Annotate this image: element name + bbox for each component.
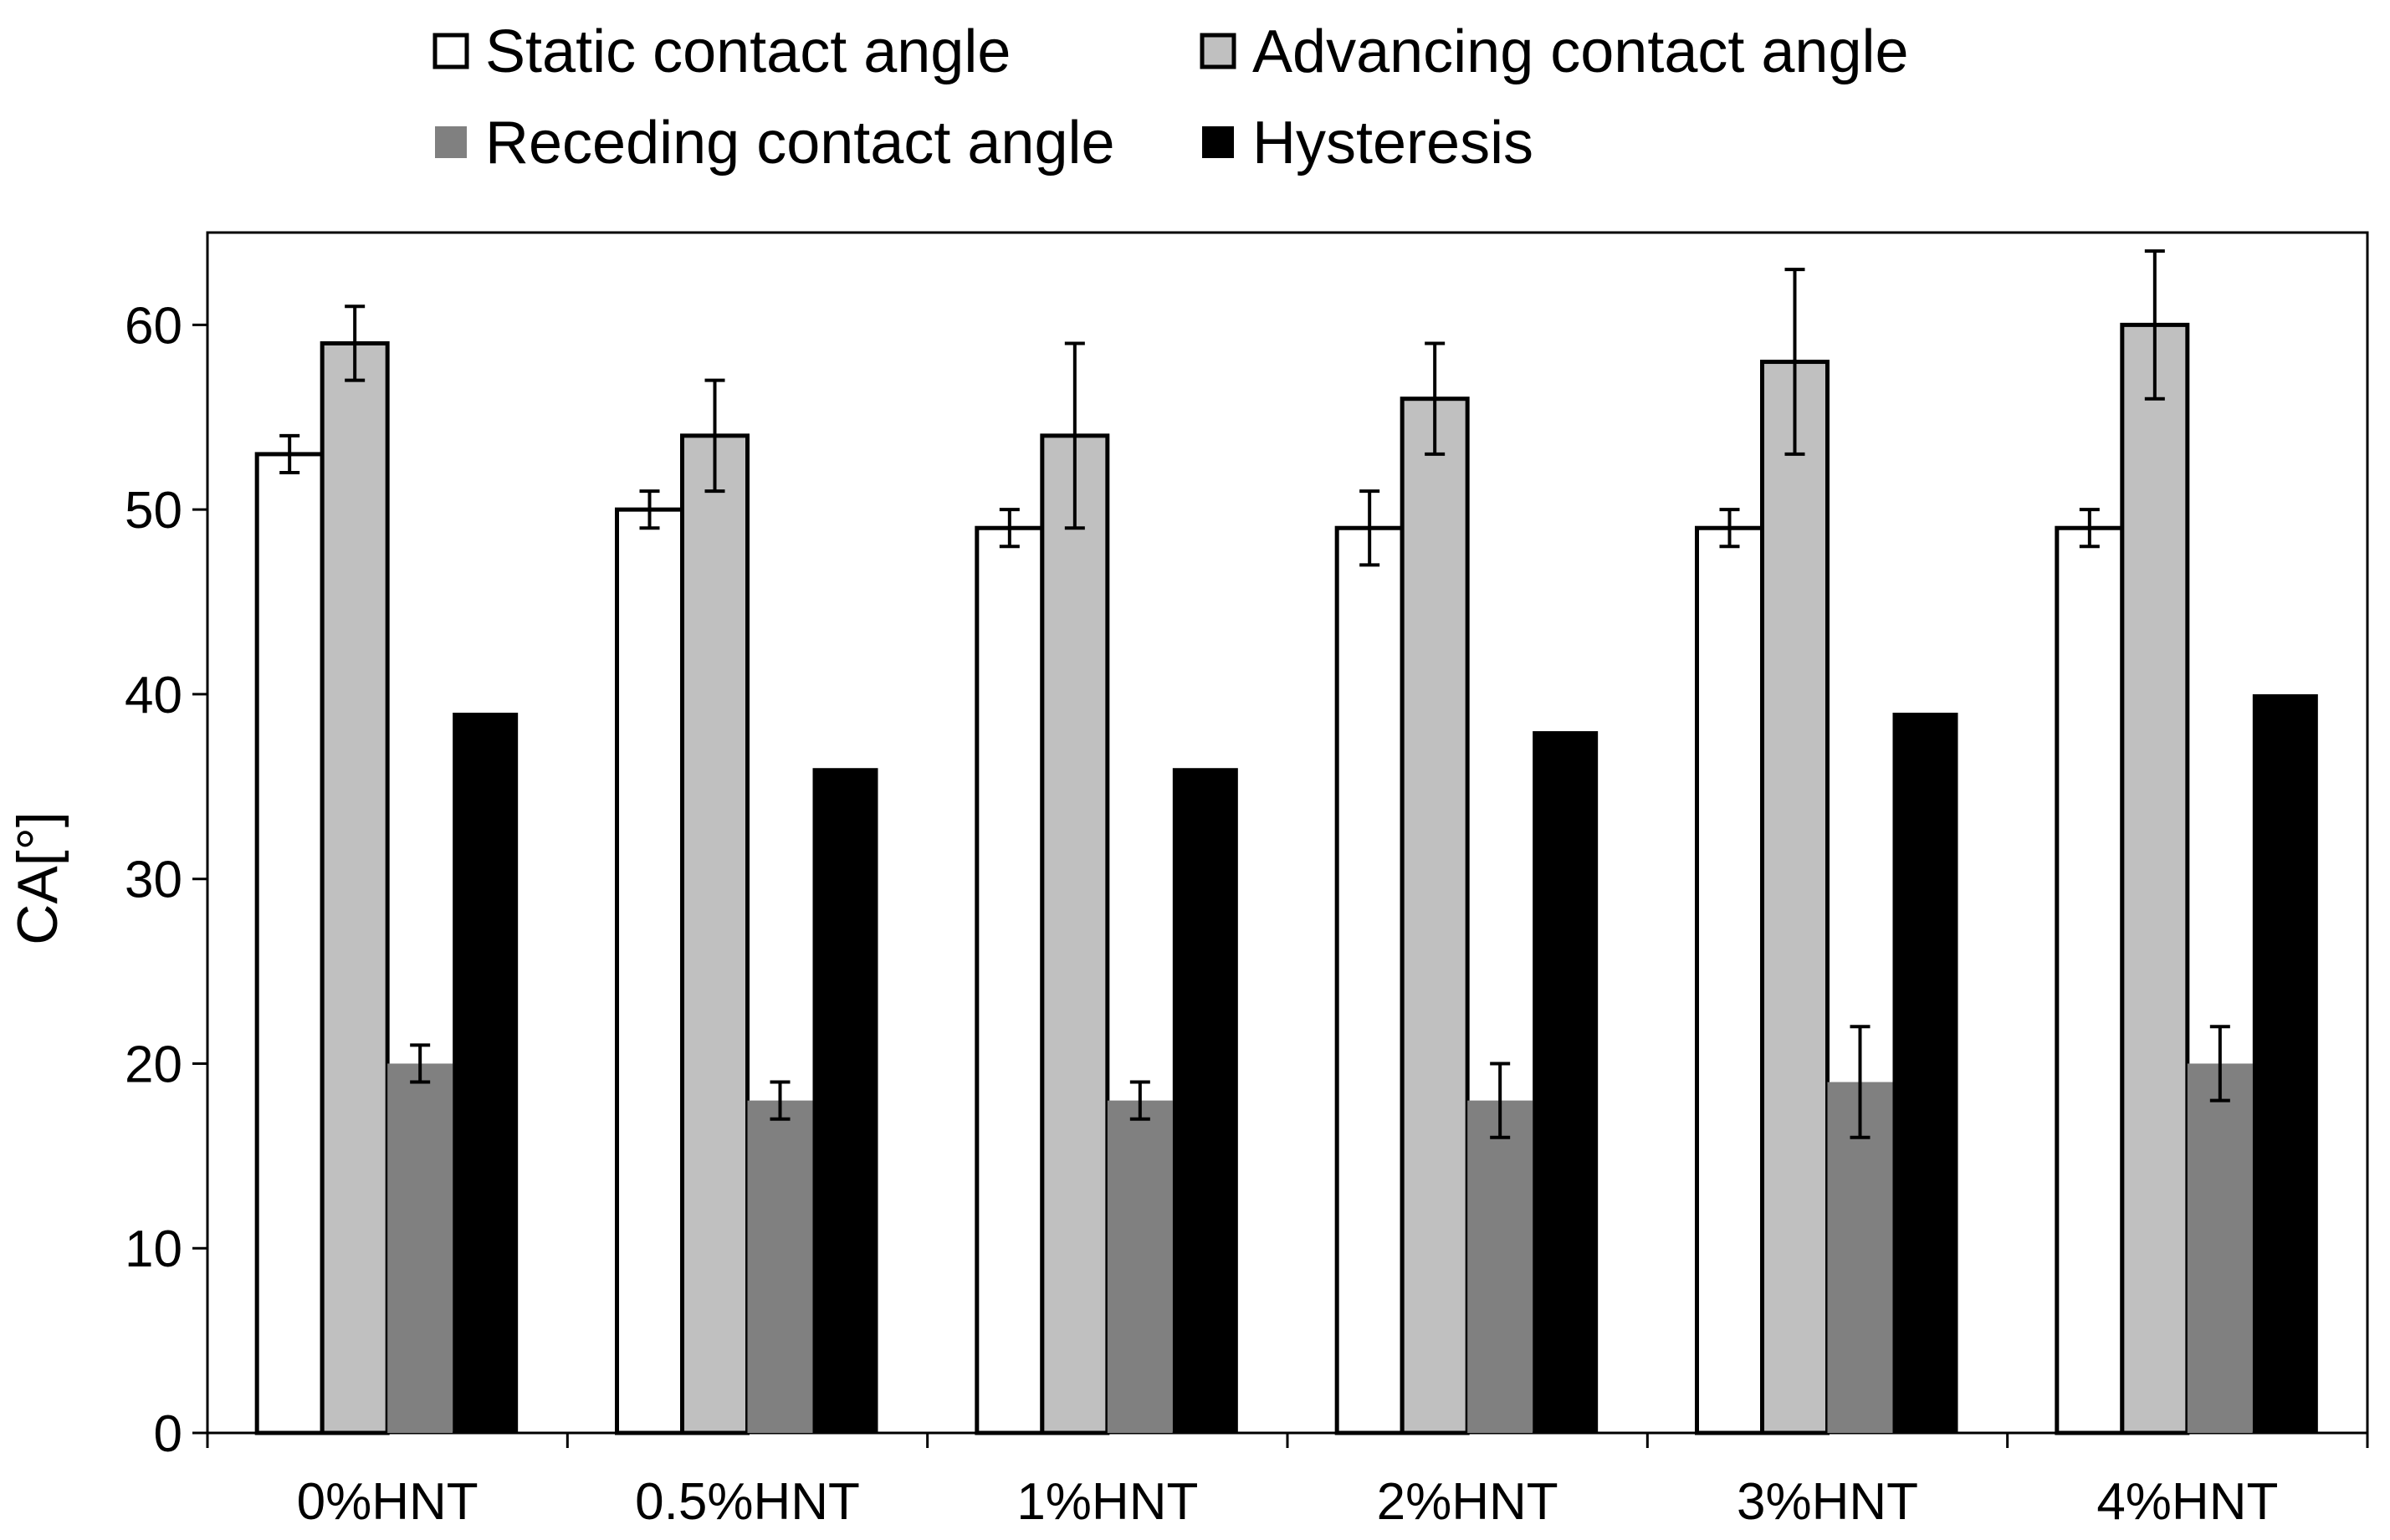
bar <box>615 507 684 1435</box>
legend-label: Static contact angle <box>485 18 1011 85</box>
y-tick-label: 10 <box>125 1220 182 1278</box>
legend-swatch <box>435 126 467 158</box>
x-category-label: 3%HNT <box>1737 1473 1918 1531</box>
legend-swatch <box>1202 126 1234 158</box>
x-category-label: 0%HNT <box>297 1473 479 1531</box>
bar <box>1040 433 1110 1435</box>
bar <box>975 525 1045 1435</box>
bar <box>1760 360 1830 1435</box>
bar <box>1172 768 1238 1433</box>
bar <box>1107 1100 1173 1433</box>
bar <box>2120 322 2190 1435</box>
legend-label: Receding contact angle <box>485 110 1115 177</box>
bar <box>1695 525 1764 1435</box>
bar <box>1892 713 1958 1433</box>
y-tick-label: 20 <box>125 1036 182 1093</box>
y-tick-label: 0 <box>154 1405 182 1463</box>
y-tick-label: 60 <box>125 297 182 355</box>
bar <box>1400 397 1470 1435</box>
bars <box>254 322 2318 1435</box>
y-axis: 0 10 20 30 40 50 60 <box>125 297 207 1463</box>
y-tick-label: 30 <box>125 852 182 909</box>
x-category-label: 2%HNT <box>1377 1473 1558 1531</box>
y-axis-title: CA[°] <box>6 811 69 944</box>
legend: Static contact angle Advancing contact an… <box>432 18 1909 177</box>
bar <box>812 768 878 1433</box>
bar <box>747 1100 813 1433</box>
legend-swatch <box>432 33 469 69</box>
bar <box>320 340 390 1435</box>
bar <box>2187 1063 2253 1433</box>
x-category-label: 0.5%HNT <box>635 1473 860 1531</box>
legend-label: Hysteresis <box>1252 110 1533 177</box>
bar <box>1467 1100 1533 1433</box>
bar <box>1334 525 1405 1435</box>
x-axis: 0%HNT 0.5%HNT 1%HNT 2%HNT 3%HNT 4%HNT <box>206 1433 2369 1531</box>
bar <box>2252 693 2318 1433</box>
bar <box>680 433 750 1435</box>
bar <box>453 713 519 1433</box>
bar <box>1827 1082 1893 1433</box>
bar <box>1533 731 1599 1433</box>
bar <box>2055 525 2125 1435</box>
y-tick-label: 50 <box>125 482 182 540</box>
bar <box>254 452 325 1435</box>
x-category-label: 4%HNT <box>2096 1473 2278 1531</box>
error-bars <box>279 249 2230 1139</box>
bar <box>387 1063 453 1433</box>
legend-label: Advancing contact angle <box>1252 18 1909 85</box>
legend-swatch <box>1200 33 1236 69</box>
x-category-label: 1%HNT <box>1016 1473 1198 1531</box>
y-tick-label: 40 <box>125 667 182 724</box>
